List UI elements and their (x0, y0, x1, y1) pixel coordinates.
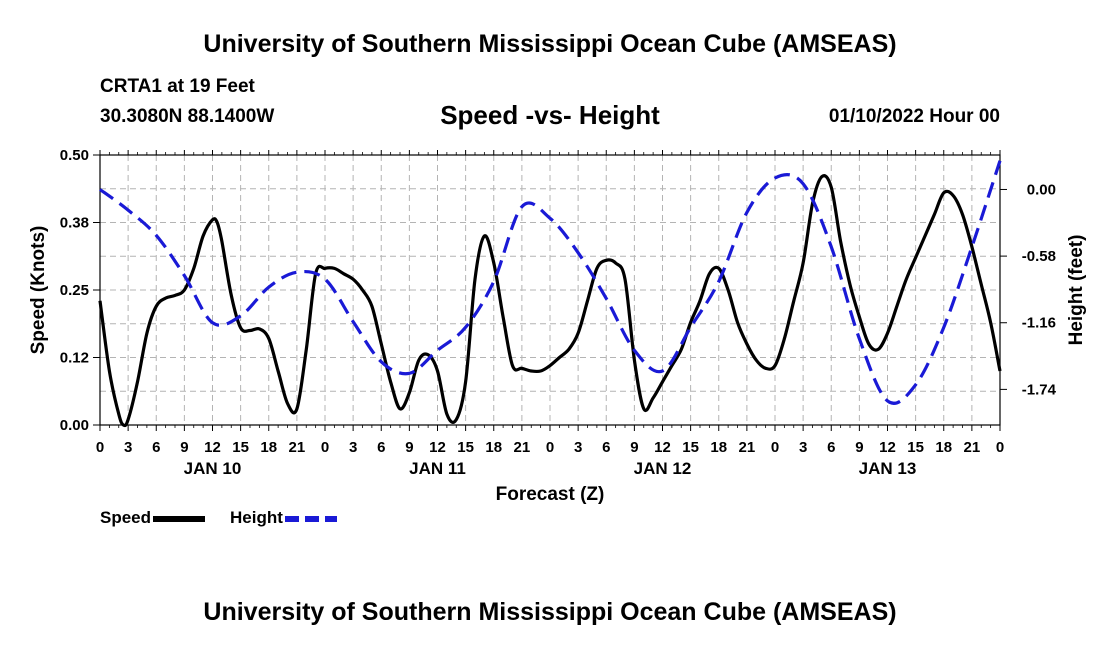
day-label: JAN 13 (859, 459, 917, 478)
x-tick-label: 18 (710, 439, 727, 456)
x-tick-label: 21 (514, 439, 531, 456)
y-tick-label: 0.50 (60, 147, 89, 164)
x-tick-label: 21 (964, 439, 981, 456)
x-tick-label: 9 (855, 439, 863, 456)
station-coordinates: 30.3080N 88.1400W (100, 106, 275, 127)
x-tick-label: 0 (996, 439, 1004, 456)
x-tick-label: 6 (602, 439, 610, 456)
forecast-run-time: 01/10/2022 Hour 00 (828, 106, 1000, 127)
legend-speed-label: Speed (100, 508, 152, 527)
x-tick-label: 6 (152, 439, 160, 456)
x-tick-label: 3 (349, 439, 357, 456)
chart-subtitle: Speed -vs- Height (440, 100, 660, 130)
legend-height-label: Height (230, 508, 283, 527)
x-tick-label: 9 (180, 439, 188, 456)
x-tick-label: 18 (260, 439, 277, 456)
x-tick-label: 15 (232, 439, 249, 456)
x-tick-label: 6 (377, 439, 385, 456)
legend-speed: Speed (100, 508, 206, 528)
x-tick-label: 15 (682, 439, 699, 456)
y-tick-label: 0.12 (60, 350, 89, 367)
x-tick-label: 21 (739, 439, 756, 456)
x-tick-label: 18 (935, 439, 952, 456)
x-tick-label: 0 (546, 439, 554, 456)
x-tick-label: 3 (574, 439, 582, 456)
y-tick-label: 0.38 (60, 215, 89, 232)
y-axis-label: Speed (Knots) (28, 226, 49, 355)
x-tick-label: 9 (405, 439, 413, 456)
legend-height-swatch (284, 515, 337, 522)
x-tick-label: 21 (289, 439, 306, 456)
x-tick-label: 15 (907, 439, 924, 456)
y2-tick-label: -1.74 (1022, 381, 1057, 398)
footer-title: University of Southern Mississippi Ocean… (203, 598, 897, 626)
x-tick-label: 12 (654, 439, 671, 456)
chart-main-title: University of Southern Mississippi Ocean… (203, 30, 897, 58)
y2-tick-label: -0.58 (1022, 248, 1056, 265)
chart-grid (99, 154, 1001, 426)
series-line-speed (98, 174, 1002, 428)
day-label: JAN 10 (184, 459, 242, 478)
y2-axis-label: Height (feet) (1066, 235, 1087, 346)
x-axis-label: Forecast (Z) (496, 484, 605, 505)
x-tick-label: 3 (124, 439, 132, 456)
x-tick-label: 0 (321, 439, 329, 456)
y-tick-label: 0.00 (60, 417, 89, 434)
station-label: CRTA1 at 19 Feet (100, 76, 255, 97)
x-tick-label: 6 (827, 439, 835, 456)
x-tick-label: 0 (96, 439, 104, 456)
y-tick-label: 0.25 (60, 282, 89, 299)
legend-speed-swatch (153, 515, 206, 522)
day-label: JAN 11 (409, 459, 466, 478)
x-tick-label: 12 (204, 439, 221, 456)
x-tick-label: 12 (429, 439, 446, 456)
axis-ticks: 0 3 6 9 12 15 18 21 0 3 6 9 12 15 18 21 0 3 6 9 12 15 18 21 0 3 6 9… (60, 147, 1057, 478)
y2-tick-label: -1.16 (1022, 315, 1056, 332)
series-line-height (99, 160, 1002, 405)
x-tick-label: 18 (485, 439, 502, 456)
speed-height-chart: 0 3 6 9 12 15 18 21 0 3 6 9 12 15 18 21 0 3 6 9 12 15 18 21 0 3 6 9… (28, 147, 1087, 505)
x-tick-label: 3 (799, 439, 807, 456)
x-tick-label: 0 (771, 439, 779, 456)
day-label: JAN 12 (634, 459, 692, 478)
x-tick-label: 9 (630, 439, 638, 456)
x-tick-label: 15 (457, 439, 474, 456)
x-tick-label: 12 (879, 439, 896, 456)
y2-tick-label: 0.00 (1027, 181, 1056, 198)
chart-series (98, 160, 1002, 428)
legend-height: Height (230, 508, 337, 528)
